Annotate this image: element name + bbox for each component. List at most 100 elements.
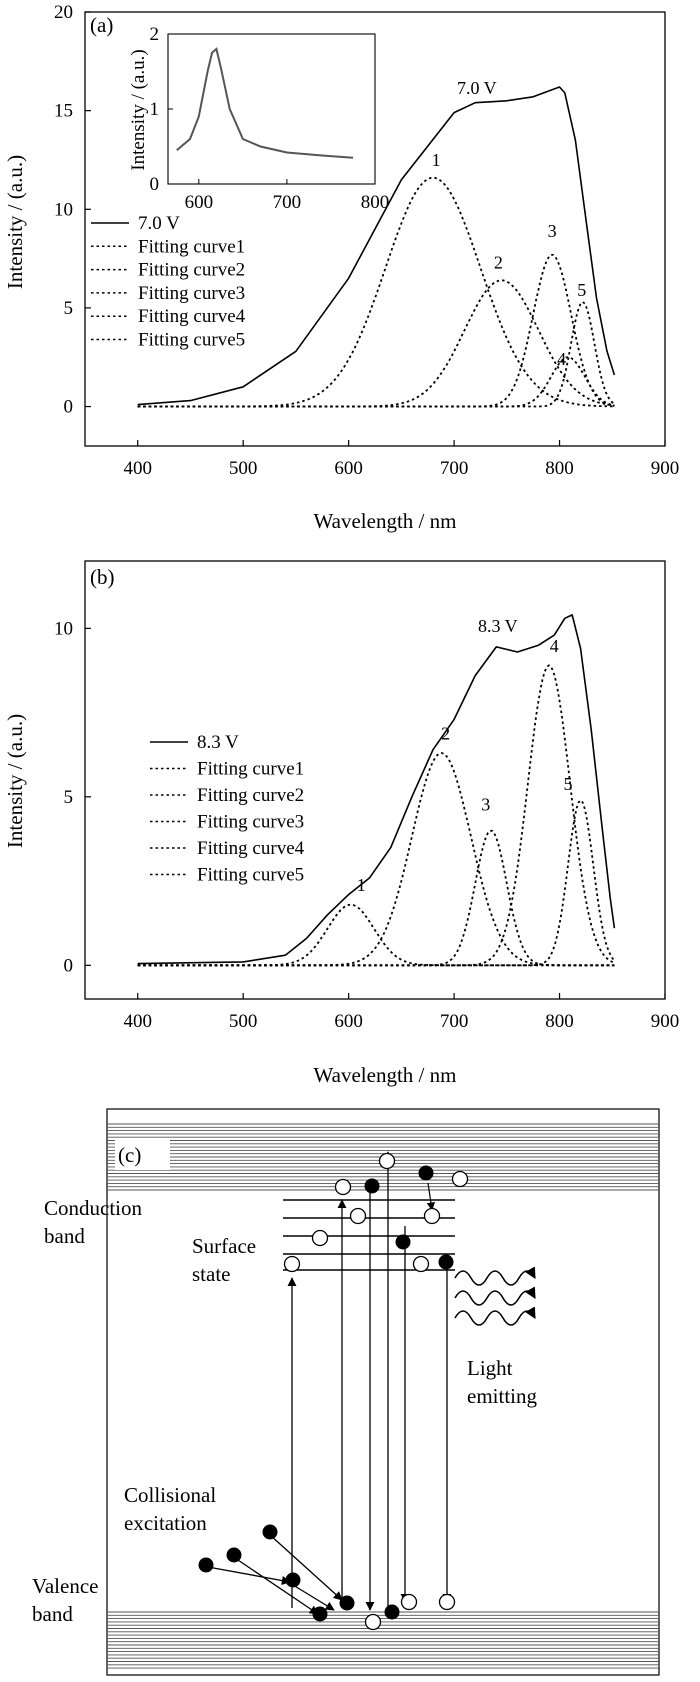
fitting-curve-1 bbox=[137, 903, 615, 967]
conduction-band-shading bbox=[107, 1123, 659, 1191]
inset-y-tick-label: 1 bbox=[150, 99, 160, 120]
conduction-band-label-line1: Conduction bbox=[44, 1196, 142, 1220]
y-tick-label: 15 bbox=[54, 101, 73, 122]
x-tick-label: 600 bbox=[334, 1011, 363, 1032]
peak-label: 2 bbox=[494, 252, 503, 272]
transition-arrows bbox=[287, 1151, 452, 1611]
peak-label: 1 bbox=[357, 875, 366, 895]
band-diagram: (c) Conduction band Surface state Light … bbox=[32, 1108, 660, 1676]
peak-label: 3 bbox=[548, 221, 557, 241]
band-diagram-panel-label: (c) bbox=[118, 1143, 141, 1167]
chart-b-panel-label: (b) bbox=[90, 565, 115, 589]
collisional-excitation-arrows bbox=[207, 1534, 343, 1615]
chart-a-panel-label: (a) bbox=[90, 13, 113, 37]
legend-entry: Fitting curve1 bbox=[197, 759, 304, 780]
band-diagram-frame bbox=[106, 1108, 660, 1676]
x-tick-label: 500 bbox=[229, 1011, 258, 1032]
collision-arrow bbox=[207, 1566, 291, 1586]
hole-carrier bbox=[349, 1207, 367, 1225]
inset-series-line bbox=[176, 47, 354, 159]
x-tick-label: 400 bbox=[123, 1011, 152, 1032]
light-emitting-label-line1: Light bbox=[467, 1356, 513, 1380]
chart-b-y-axis-label: Intensity / (a.u.) bbox=[3, 714, 27, 848]
relaxation-arrow bbox=[426, 1182, 436, 1211]
hole-carrier bbox=[400, 1593, 418, 1611]
valence-band-shading bbox=[107, 1611, 659, 1669]
legend-entry: Fitting curve2 bbox=[197, 785, 304, 806]
carriers bbox=[198, 1152, 469, 1631]
hole-carrier bbox=[423, 1207, 441, 1225]
peak-label: 4 bbox=[550, 636, 559, 656]
peak-label: 5 bbox=[577, 280, 586, 300]
collisional-excitation-label-line2: excitation bbox=[124, 1511, 207, 1535]
chart-b-legend: 8.3 V Fitting curve1 Fitting curve2 Fitting… bbox=[150, 732, 305, 886]
collision-arrow bbox=[292, 1584, 335, 1611]
chart-a-curve-label: 7.0 V bbox=[457, 78, 497, 98]
peak-label: 1 bbox=[432, 150, 441, 170]
x-tick-label: 900 bbox=[651, 458, 680, 479]
electron-carrier bbox=[418, 1165, 434, 1181]
chart-a-inset: 600 700 800 0 1 2 Intensity / (a.u.) bbox=[128, 24, 389, 213]
electron-carrier bbox=[285, 1572, 301, 1588]
legend-entry: Fitting curve4 bbox=[138, 306, 246, 327]
y-tick-label: 10 bbox=[54, 199, 73, 220]
light-emitting-label-line2: emitting bbox=[467, 1384, 537, 1408]
inset-y-tick-label: 0 bbox=[150, 174, 160, 195]
y-tick-label: 5 bbox=[64, 787, 74, 808]
legend-entry: Fitting curve1 bbox=[138, 236, 245, 257]
collisional-excitation-label-line1: Collisional bbox=[124, 1483, 216, 1507]
chart-b: (b) 400 500 600 700 800 900 0 5 10 1 2 3 4 5 8.3 V W… bbox=[3, 560, 680, 1087]
inset-frame bbox=[167, 33, 376, 185]
hole-carrier bbox=[334, 1178, 352, 1196]
measured-spectrum-line bbox=[137, 86, 616, 406]
chart-b-frame bbox=[84, 560, 666, 1000]
chart-a-frame bbox=[84, 11, 666, 447]
y-tick-label: 20 bbox=[54, 2, 73, 23]
conduction-band-label-line2: band bbox=[44, 1224, 85, 1248]
legend-entry: Fitting curve5 bbox=[197, 865, 304, 886]
hole-carrier bbox=[283, 1255, 301, 1273]
x-tick-label: 600 bbox=[334, 458, 363, 479]
chart-b-curve-label: 8.3 V bbox=[478, 616, 518, 636]
inset-y-tick-label: 2 bbox=[150, 24, 160, 45]
x-tick-label: 900 bbox=[651, 1011, 680, 1032]
legend-entry: 8.3 V bbox=[197, 732, 239, 753]
electron-carrier bbox=[384, 1604, 400, 1620]
electron-carrier bbox=[198, 1557, 214, 1573]
legend-entry: Fitting curve2 bbox=[138, 260, 245, 281]
fitting-curve-5 bbox=[137, 798, 616, 967]
y-tick-label: 0 bbox=[64, 397, 74, 418]
peak-label: 2 bbox=[441, 724, 450, 744]
x-tick-label: 500 bbox=[229, 458, 258, 479]
chart-a-y-axis-label: Intensity / (a.u.) bbox=[3, 155, 27, 289]
inset-x-tick-label: 600 bbox=[185, 192, 214, 213]
y-tick-label: 10 bbox=[54, 618, 73, 639]
hole-carrier bbox=[378, 1152, 396, 1170]
x-tick-label: 400 bbox=[123, 458, 152, 479]
hole-carrier bbox=[451, 1170, 469, 1188]
legend-entry: 7.0 V bbox=[138, 213, 180, 234]
hole-carrier bbox=[438, 1593, 456, 1611]
valence-band-label-line1: Valence bbox=[32, 1574, 98, 1598]
electron-carrier bbox=[226, 1547, 242, 1563]
peak-label: 3 bbox=[481, 794, 490, 814]
fitting-curve-4 bbox=[137, 356, 615, 408]
electron-carrier bbox=[262, 1524, 278, 1540]
legend-entry: Fitting curve3 bbox=[138, 283, 245, 304]
inset-x-tick-label: 800 bbox=[361, 192, 390, 213]
light-wave-icon bbox=[454, 1266, 536, 1326]
electron-carrier bbox=[438, 1254, 454, 1270]
y-tick-label: 5 bbox=[64, 298, 74, 319]
surface-state-label-line2: state bbox=[192, 1262, 230, 1286]
legend-entry: Fitting curve3 bbox=[197, 812, 304, 833]
electron-carrier bbox=[312, 1606, 328, 1622]
measured-spectrum-line bbox=[137, 614, 616, 965]
chart-a-x-axis-label: Wavelength / nm bbox=[314, 509, 457, 533]
legend-entry: Fitting curve5 bbox=[138, 330, 245, 351]
x-tick-label: 800 bbox=[545, 458, 574, 479]
electron-carrier bbox=[364, 1178, 380, 1194]
fitting-curve-5 bbox=[137, 300, 615, 408]
